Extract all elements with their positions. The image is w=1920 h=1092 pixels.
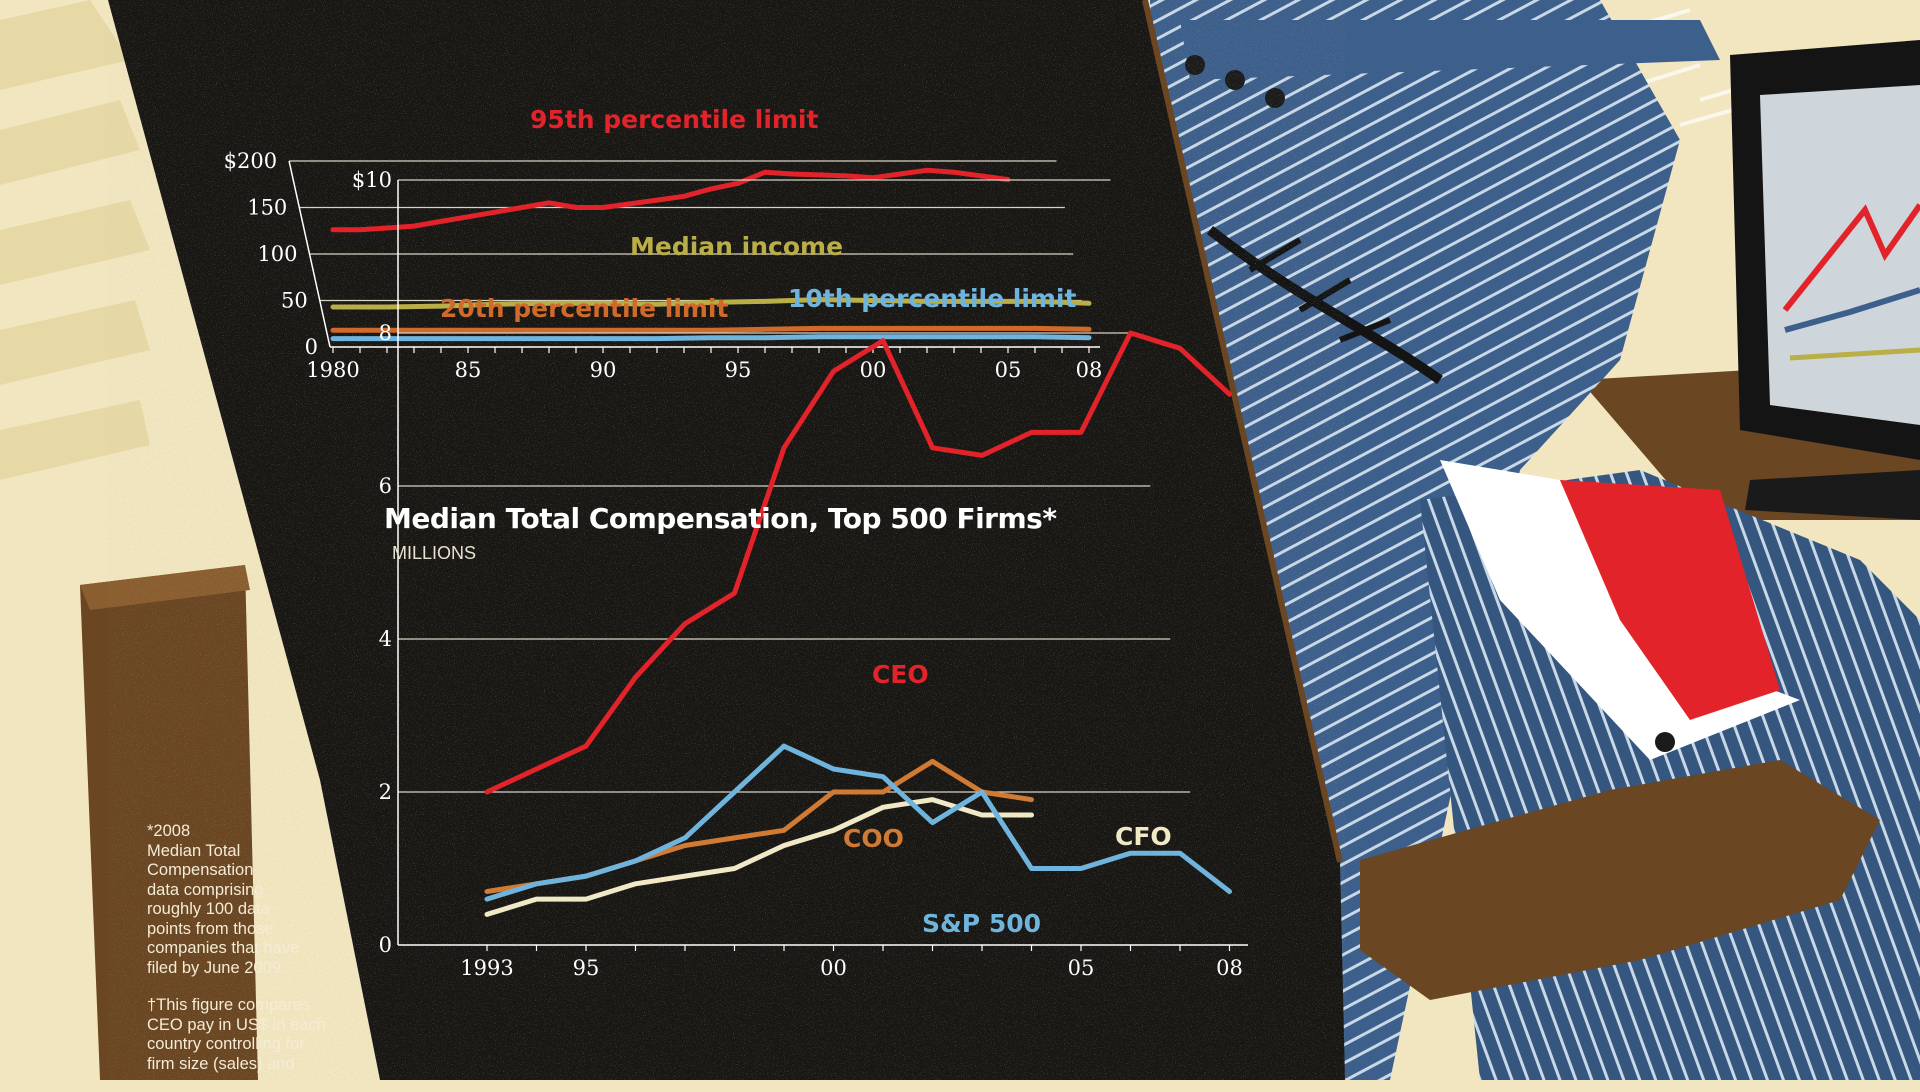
series-label-cfo: CFO [1115, 822, 1172, 851]
series-label-95th-percentile-limit: 95th percentile limit [530, 105, 819, 134]
y-tick-label: 2 [379, 780, 392, 804]
x-tick-label: 1980 [306, 358, 359, 382]
y-tick-label: 50 [281, 289, 308, 313]
series-label-ceo: CEO [872, 660, 929, 689]
x-tick-label: 95 [725, 358, 752, 382]
x-tick-label: 05 [1068, 956, 1095, 980]
x-tick-label: 1993 [460, 956, 513, 980]
series-line-ceo [484, 330, 1232, 795]
y-tick-label: $10 [352, 168, 392, 192]
x-tick-label: 05 [995, 358, 1022, 382]
left-desk-box [80, 565, 258, 1080]
x-tick-label: 85 [455, 358, 482, 382]
y-tick-label: 0 [379, 933, 392, 957]
footnotes: *2008 Median Total Compensation data com… [147, 822, 357, 1092]
left-window-blinds [0, 0, 150, 480]
desk-edge [1360, 760, 1880, 1000]
y-tick-label: 0 [305, 335, 318, 359]
x-tick-label: 08 [1216, 956, 1243, 980]
compensation-chart: 0 2 4 6 8 $10 1993 95 00 05 08 CEO COO CFO S&P 500 [352, 168, 1248, 980]
series-line-median-income [330, 297, 1092, 310]
series-label-s-p-500: S&P 500 [922, 909, 1041, 938]
y-tick-label: 100 [257, 242, 297, 266]
compensation-chart-unit: MILLIONS [392, 543, 477, 563]
x-tick-label: 08 [1076, 358, 1103, 382]
series-label-20th-percentile-limit: 20th percentile limit [440, 294, 729, 323]
income-limits-chart: 0 50 100 150 $200 1980 85 90 95 00 05 08 95th percen… [224, 105, 1103, 382]
monitor-screen [1760, 85, 1920, 425]
left-desk-box-top [80, 565, 250, 610]
necktie [1560, 480, 1780, 720]
series-line-95th-percentile-limit [330, 167, 1011, 233]
compensation-chart-title: Median Total Compensation, Top 500 Firms… [384, 502, 1057, 535]
series-label-10th-percentile-limit: 10th percentile limit [788, 284, 1077, 313]
x-tick-label: 95 [573, 956, 600, 980]
x-tick-label: 00 [860, 358, 887, 382]
y-axis [288, 160, 331, 348]
chart-board-texture [108, 0, 1345, 1080]
y-tick-label: 8 [379, 321, 392, 345]
suit-buttons [1185, 55, 1675, 752]
x-tick-label: 00 [820, 956, 847, 980]
series-label-median-income: Median income [630, 232, 843, 261]
series-line-20th-percentile-limit [330, 325, 1092, 333]
y-tick-label: 6 [379, 474, 392, 498]
y-tick-label: 4 [379, 627, 392, 651]
series-label-coo: COO [843, 824, 904, 853]
footnote-country-comparison: †This figure compares CEO pay in US$ in … [147, 996, 326, 1073]
board-edge [1142, 0, 1343, 863]
series-line-cfo [484, 797, 1034, 917]
y-tick-label: $200 [224, 149, 277, 173]
series-line-s-p-500 [484, 743, 1232, 902]
footnote-2008: *2008 Median Total Compensation data com… [147, 822, 300, 977]
series-line-10th-percentile-limit [330, 334, 1092, 342]
x-tick-label: 90 [590, 358, 617, 382]
y-tick-label: 150 [247, 196, 287, 220]
